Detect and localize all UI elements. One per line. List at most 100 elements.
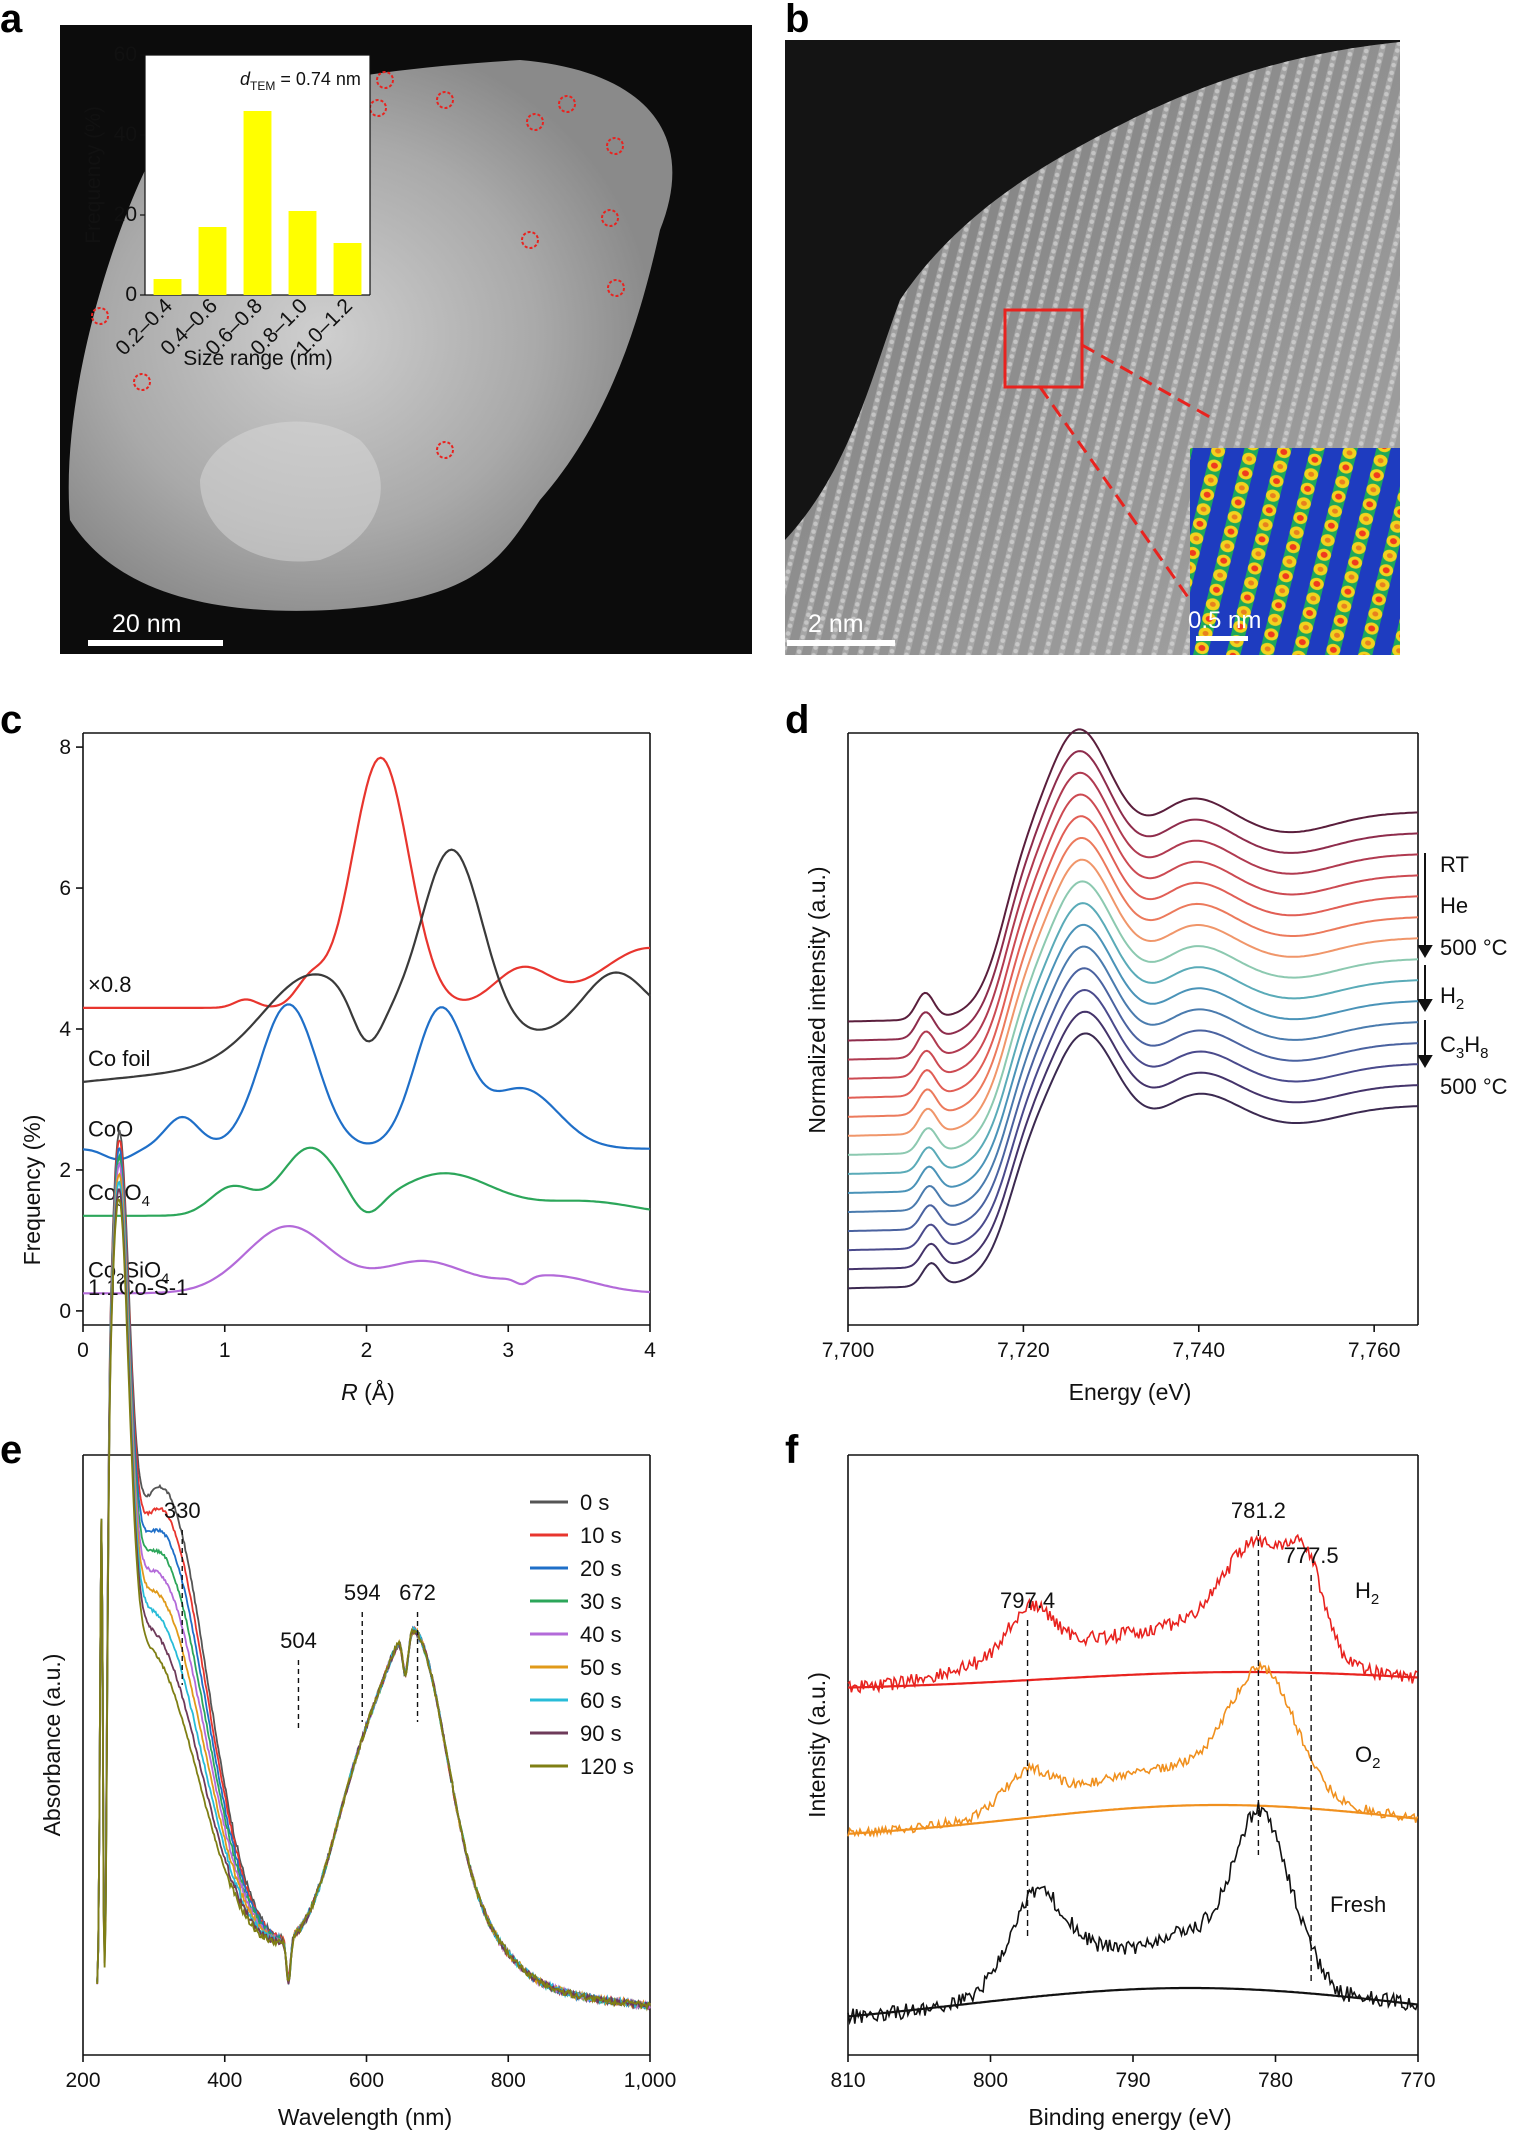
d-arrowhead-1 [1417,945,1433,958]
e-legend-label-3: 20 s [580,1556,622,1581]
panel-a: a 02040600.2–0.40.4–0.60.6–0.80.8–1.01.0… [0,0,752,654]
f-series-label-3: Fresh [1330,1892,1386,1917]
d-series-6 [847,923,1419,1194]
d-series-5 [848,945,1419,1213]
c-xtick-label-4: 4 [644,1339,656,1362]
c-xtick-label-3: 3 [502,1339,514,1362]
hist-xlabel: Size range (nm) [183,347,332,370]
c-ylabel: Frequency (%) [19,1115,45,1266]
f-xtick-label-810: 810 [830,2069,865,2092]
f-series-1 [847,1533,1418,1694]
f-peak-label-1: 797.4 [1000,1588,1055,1613]
c-xtick-label-1: 1 [219,1339,231,1362]
d-stage-annotations: RT He 500 °C H2 C3H8 500 °C [1417,852,1508,1099]
hist-bar-5 [333,243,362,295]
c-series-label-5: Co2SiO4 [88,1257,170,1287]
atom-marker-2 [369,99,387,117]
d-ann-he: He [1440,893,1468,918]
chart-c: 0 1 2 3 4 0 2 4 6 8 ×0.8 Co foil CoO Co3O4 Co2SiO41.1C… [59,732,656,1362]
e-legend: 0 s 10 s 20 s 30 s 40 s 50 s 60 s 90 s 120 s [530,1490,634,1779]
e-legend-label-4: 30 s [580,1589,622,1614]
c-ytick-label-4: 4 [59,1018,71,1041]
d-arrowhead-3 [1417,1055,1433,1068]
panel-c-label: c [0,698,22,742]
hist-bar-3 [243,111,272,295]
atom-marker-8 [521,231,539,249]
atom-marker-9 [601,209,619,227]
c-series-2 [82,848,651,1083]
panel-d: d 7,700 7,720 7,740 7,760 Normalized intens… [785,698,1508,1405]
d-series-15 [847,728,1418,1023]
hist-ytick-label-0: 0 [125,283,137,306]
f-xlabel: Binding energy (eV) [1028,2104,1231,2130]
e-legend-label-9: 120 s [580,1754,634,1779]
f-xtick-label-770: 770 [1400,2069,1435,2092]
c-series-label-2: Co foil [88,1046,150,1071]
atom-marker-3 [436,91,454,109]
hist-ytick-label-20: 20 [114,203,137,226]
chart-d: 7,700 7,720 7,740 7,760 [822,728,1419,1362]
d-ylabel: Normalized intensity (a.u.) [804,866,830,1133]
e-xtick-label-200: 200 [65,2069,100,2092]
d-series-13 [847,771,1419,1061]
atom-marker-13 [436,441,454,459]
inset-scale-bar-label: 0.5 nm [1188,607,1261,634]
d-xtick-label-7700: 7,700 [822,1339,875,1362]
e-xtick-label-400: 400 [207,2069,242,2092]
e-legend-label-5: 40 s [580,1622,622,1647]
c-series-3 [82,1003,650,1161]
atom-marker-1 [376,71,394,89]
panel-f: f 810 800 790 780 770 H2 O2 Fresh 797.4 781.2 777.… [785,1428,1436,2130]
panel-d-label: d [785,698,809,742]
e-legend-label-1: 0 s [580,1490,609,1515]
c-series-label-1: ×0.8 [88,972,131,997]
e-peak-label-1: 330 [164,1498,201,1523]
d-series-7 [848,902,1418,1175]
scale-bar-a [88,640,223,646]
atom-marker-5 [558,95,576,113]
f-peak-label-3: 777.5 [1284,1543,1339,1568]
zoom-box [1003,308,1084,389]
d-ann-500-1: 500 °C [1440,935,1508,960]
d-series-4 [847,967,1419,1233]
f-background-3 [847,1986,1418,2018]
d-series-10 [847,837,1419,1118]
panel-b-label: b [785,0,809,41]
e-xtick-label-800: 800 [491,2069,526,2092]
c-series-label-3: CoO [88,1116,133,1141]
c-xlabel: R (Å) [341,1378,395,1405]
chart-e: 200 400 600 800 1,000 330 504 594 672 [65,1129,677,2092]
hist-bar-4 [288,211,317,295]
e-xlabel: Wavelength (nm) [278,2104,452,2130]
d-series-8 [847,880,1419,1156]
f-background-2 [847,1803,1418,1835]
c-ytick-label-0: 0 [59,1300,71,1323]
e-series-9 [96,1198,651,2012]
e-xtick-label-600: 600 [349,2069,384,2092]
d-series-9 [848,858,1419,1137]
e-peak-label-4: 672 [399,1580,436,1605]
f-ylabel: Intensity (a.u.) [804,1672,830,1818]
hist-ylabel: Frequency (%) [82,106,105,244]
d-series-3 [848,988,1418,1252]
d-xtick-label-7720: 7,720 [997,1339,1050,1362]
d-arrowhead-2 [1417,999,1433,1012]
panel-a-label: a [0,0,23,41]
e-peak-label-3: 594 [344,1580,381,1605]
chart-f: 810 800 790 780 770 H2 O2 Fresh 797.4 781.2 777.5 [830,1454,1436,2092]
c-ytick-label-6: 6 [59,877,71,900]
panel-b: b 0.5 nm 2 nm [785,0,1400,655]
atom-marker-4 [526,113,544,131]
hist-bar-2 [198,227,227,295]
e-xtick-label-1000: 1,000 [624,2069,677,2092]
atom-marker-10 [607,279,625,297]
d-xlabel: Energy (eV) [1069,1379,1192,1405]
d-xtick-label-7740: 7,740 [1172,1339,1225,1362]
d-series-12 [848,793,1419,1080]
d-series-14 [848,750,1419,1042]
c-series-1 [83,756,650,1009]
e-peak-label-2: 504 [280,1628,317,1653]
d-series-11 [848,815,1418,1099]
c-series-4 [83,1146,651,1217]
